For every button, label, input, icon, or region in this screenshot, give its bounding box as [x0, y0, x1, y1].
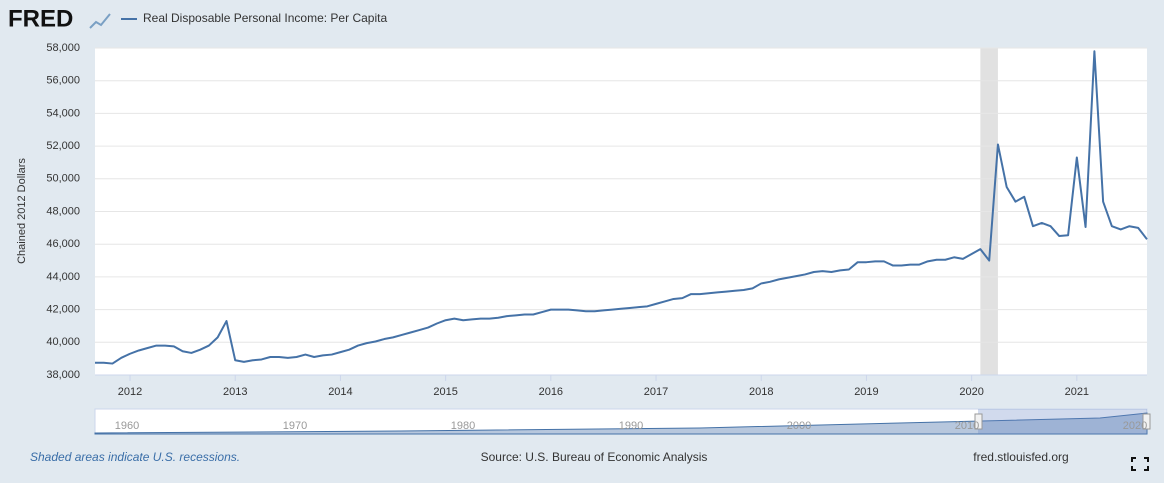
x-tick-label: 2016 [539, 386, 563, 398]
logo: FRED [8, 5, 73, 32]
navigator-label: 2010 [955, 420, 979, 432]
y-tick-label: 50,000 [46, 173, 80, 185]
y-tick-label: 54,000 [46, 107, 80, 119]
x-tick-label: 2013 [223, 386, 247, 398]
navigator-handle[interactable] [974, 413, 983, 430]
x-tick-label: 2021 [1065, 386, 1089, 398]
navigator-series [94, 412, 1148, 435]
logo-icon [89, 13, 111, 29]
y-tick-label: 38,000 [46, 369, 80, 381]
x-tick-label: 2015 [433, 386, 457, 398]
x-tick-label: 2014 [328, 386, 352, 398]
y-axis-label: Chained 2012 Dollars [16, 158, 28, 264]
navigator-label: 1960 [115, 420, 139, 432]
y-tick-label: 40,000 [46, 336, 80, 348]
navigator-label: 1990 [619, 420, 643, 432]
y-tick-label: 42,000 [46, 304, 80, 316]
recession-note: Shaded areas indicate U.S. recessions. [30, 450, 240, 464]
x-tick-label: 2012 [118, 386, 142, 398]
y-tick-label: 52,000 [46, 140, 80, 152]
navigator-selection [978, 409, 1147, 434]
y-tick-label: 48,000 [46, 205, 80, 217]
y-tick-label: 46,000 [46, 238, 80, 250]
y-tick-label: 56,000 [46, 75, 80, 87]
x-tick-label: 2020 [959, 386, 983, 398]
y-tick-label: 58,000 [46, 42, 80, 54]
site[interactable]: fred.stlouisfed.org [973, 450, 1068, 464]
source: Source: U.S. Bureau of Economic Analysis [481, 450, 708, 464]
x-tick-label: 2017 [644, 386, 668, 398]
x-tick-label: 2019 [854, 386, 878, 398]
navigator-handle[interactable] [1142, 413, 1151, 430]
navigator-label: 2020 [1123, 420, 1147, 432]
legend-label: Real Disposable Personal Income: Per Cap… [143, 11, 387, 25]
y-tick-label: 44,000 [46, 271, 80, 283]
x-tick-label: 2018 [749, 386, 773, 398]
fullscreen-icon[interactable] [1131, 457, 1149, 471]
navigator-label: 1980 [451, 420, 475, 432]
series-line [95, 50, 1148, 365]
navigator-label: 2000 [787, 420, 811, 432]
navigator-label: 1970 [283, 420, 307, 432]
